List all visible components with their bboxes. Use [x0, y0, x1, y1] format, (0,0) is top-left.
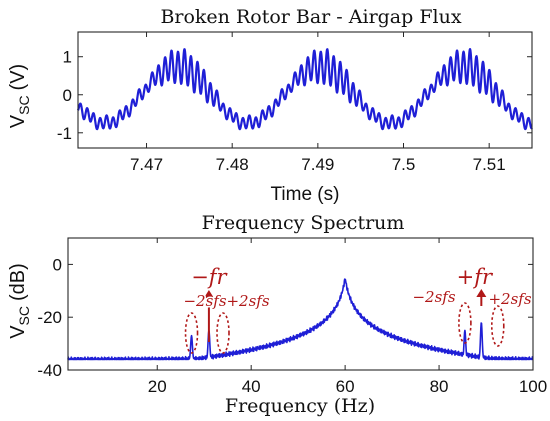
spectrum-x-tick-label: 60	[336, 377, 355, 396]
flux-x-tick-label: 7.47	[130, 155, 163, 174]
plus-fr-arrow-head	[476, 289, 487, 297]
flux-y-ticks: -1 0 1	[57, 48, 532, 143]
svg-text:VSC(dB): VSC (dB)	[7, 263, 32, 339]
flux-ylabel-sub: SC	[16, 95, 32, 114]
flux-plot-frame	[77, 31, 533, 149]
spectrum-x-tick-label: 100	[519, 377, 547, 396]
spectrum-ylabel-sub: SC	[16, 306, 32, 325]
plus-2sfs-left-label: +2sfs	[226, 292, 269, 310]
svg-text:VSC(V): VSC (V)	[7, 64, 32, 128]
spectrum-y-tick-label: 0	[53, 255, 62, 274]
flux-ylabel-main: V	[7, 114, 29, 128]
flux-series-line	[76, 48, 533, 131]
spectrum-y-tick-label: -40	[37, 361, 62, 380]
spectrum-chart: Frequency Spectrum VSC (dB) -40 -20 0 20 40 6…	[7, 212, 547, 417]
flux-chart: Broken Rotor Bar - Airgap Flux VSC (V) -1…	[7, 6, 533, 205]
flux-y-axis-label: VSC (V)	[7, 64, 32, 128]
spectrum-annotations: −fr +fr−2sfs +2sfs −2sfs +2sfs	[182, 264, 533, 354]
spectrum-x-tick-label: 40	[242, 377, 261, 396]
spectrum-plot-frame	[67, 237, 534, 371]
spectrum-x-ticks: 20 40 60 80 100	[148, 238, 547, 396]
minus-fr-label: −fr	[191, 265, 228, 289]
minus-2sfs-right-marker	[458, 302, 472, 344]
flux-x-tick-label: 7.5	[392, 155, 416, 174]
minus-2sfs-left-label: −2sfs	[183, 292, 226, 310]
spectrum-ylabel-unit: (dB)	[7, 263, 29, 301]
minus-2sfs-right-label: −2sfs	[412, 288, 455, 306]
spectrum-series-line	[67, 278, 534, 361]
flux-ylabel-unit: (V)	[7, 64, 29, 91]
flux-chart-title: Broken Rotor Bar - Airgap Flux	[160, 6, 461, 28]
flux-x-tick-label: 7.49	[301, 155, 334, 174]
spectrum-ylabel-main: V	[7, 325, 29, 339]
minus-fr-arrow-head	[203, 290, 214, 298]
plus-fr-label: +fr	[457, 265, 494, 289]
spectrum-x-tick-label: 80	[430, 377, 449, 396]
flux-y-tick-label: 1	[63, 48, 72, 67]
flux-y-tick-label: -1	[57, 124, 72, 143]
flux-x-tick-label: 7.48	[216, 155, 249, 174]
minus-2sfs-left-marker	[184, 312, 199, 354]
flux-y-tick-label: 0	[63, 86, 72, 105]
plus-2sfs-left-marker	[216, 312, 230, 354]
plus-2sfs-right-marker	[490, 305, 505, 347]
spectrum-chart-title: Frequency Spectrum	[202, 212, 405, 234]
spectrum-x-axis-label: Frequency (Hz)	[225, 395, 375, 417]
plus-2sfs-right-label: +2sfs	[488, 290, 531, 308]
spectrum-y-axis-label: VSC (dB)	[7, 263, 32, 339]
spectrum-y-tick-label: -20	[37, 308, 62, 327]
flux-x-tick-label: 7.51	[473, 155, 506, 174]
flux-x-ticks: 7.47 7.48 7.49 7.5 7.51	[130, 32, 506, 174]
spectrum-x-tick-label: 20	[148, 377, 167, 396]
flux-x-axis-label: Time (s)	[271, 184, 340, 205]
